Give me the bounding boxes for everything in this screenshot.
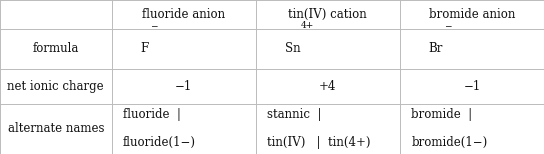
Text: −1: −1 (175, 80, 192, 93)
Text: −: − (150, 21, 157, 30)
Text: bromide(1−): bromide(1−) (411, 136, 487, 149)
Text: fluoride  |: fluoride | (123, 108, 181, 121)
Text: −1: −1 (463, 80, 480, 93)
Text: Sn: Sn (285, 43, 300, 55)
Text: −: − (444, 21, 452, 30)
Text: tin(IV) cation: tin(IV) cation (288, 8, 367, 21)
Text: net ionic charge: net ionic charge (8, 80, 104, 93)
Text: bromide anion: bromide anion (429, 8, 515, 21)
Text: +4: +4 (319, 80, 336, 93)
Text: Br: Br (429, 43, 443, 55)
Text: fluoride(1−): fluoride(1−) (123, 136, 196, 149)
Text: tin(IV)   |  tin(4+): tin(IV) | tin(4+) (267, 136, 370, 149)
Text: bromide  |: bromide | (411, 108, 473, 121)
Text: alternate names: alternate names (8, 122, 104, 135)
Text: fluoride anion: fluoride anion (142, 8, 225, 21)
Text: F: F (140, 43, 149, 55)
Text: 4+: 4+ (301, 21, 314, 30)
Text: formula: formula (33, 43, 79, 55)
Text: stannic  |: stannic | (267, 108, 322, 121)
